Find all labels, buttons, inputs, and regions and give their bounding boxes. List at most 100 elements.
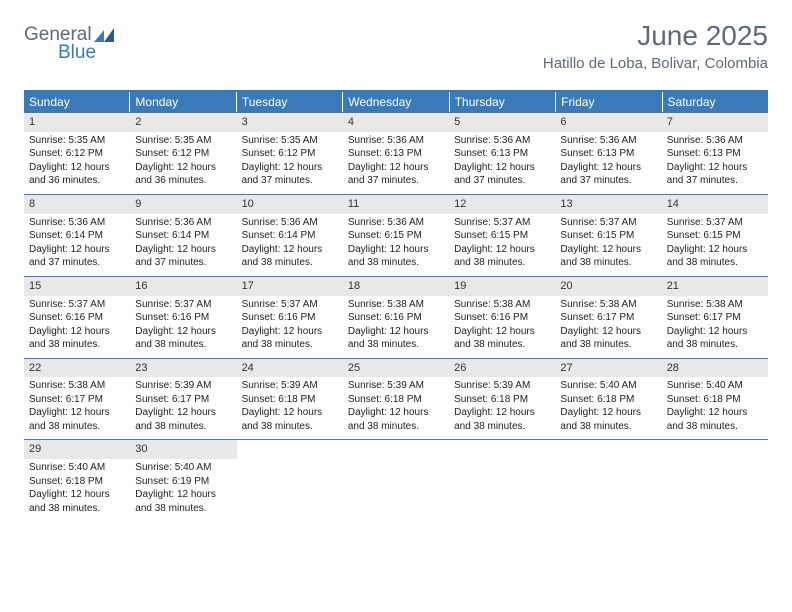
day-body: Sunrise: 5:36 AMSunset: 6:14 PMDaylight:… (130, 216, 236, 270)
daylight-line: Daylight: 12 hours and 38 minutes. (29, 488, 125, 515)
sunset-line: Sunset: 6:18 PM (560, 393, 656, 407)
day-number: 8 (24, 195, 130, 214)
day-body: Sunrise: 5:40 AMSunset: 6:19 PMDaylight:… (130, 461, 236, 515)
calendar-day (237, 440, 343, 521)
day-number: 20 (555, 277, 661, 296)
day-number: 13 (555, 195, 661, 214)
weekday-header: Sunday (24, 92, 130, 112)
sunset-line: Sunset: 6:14 PM (135, 229, 231, 243)
sunset-line: Sunset: 6:13 PM (560, 147, 656, 161)
day-number: 5 (449, 113, 555, 132)
calendar-day: 16Sunrise: 5:37 AMSunset: 6:16 PMDayligh… (130, 277, 236, 358)
daylight-line: Daylight: 12 hours and 38 minutes. (667, 325, 763, 352)
day-number: 28 (662, 359, 768, 378)
sunset-line: Sunset: 6:16 PM (454, 311, 550, 325)
day-number: 2 (130, 113, 236, 132)
calendar-day: 1Sunrise: 5:35 AMSunset: 6:12 PMDaylight… (24, 113, 130, 194)
sunrise-line: Sunrise: 5:36 AM (560, 134, 656, 148)
calendar-day (662, 440, 768, 521)
sunrise-line: Sunrise: 5:38 AM (667, 298, 763, 312)
calendar-day: 15Sunrise: 5:37 AMSunset: 6:16 PMDayligh… (24, 277, 130, 358)
sunset-line: Sunset: 6:16 PM (135, 311, 231, 325)
calendar-day: 11Sunrise: 5:36 AMSunset: 6:15 PMDayligh… (343, 195, 449, 276)
daylight-line: Daylight: 12 hours and 37 minutes. (135, 243, 231, 270)
day-body: Sunrise: 5:36 AMSunset: 6:14 PMDaylight:… (24, 216, 130, 270)
calendar-day: 20Sunrise: 5:38 AMSunset: 6:17 PMDayligh… (555, 277, 661, 358)
day-body: Sunrise: 5:38 AMSunset: 6:16 PMDaylight:… (449, 298, 555, 352)
calendar-day: 9 Sunrise: 5:36 AMSunset: 6:14 PMDaylight… (130, 195, 236, 276)
daylight-line: Daylight: 12 hours and 38 minutes. (135, 488, 231, 515)
daylight-line: Daylight: 12 hours and 38 minutes. (454, 406, 550, 433)
calendar-day: 13Sunrise: 5:37 AMSunset: 6:15 PMDayligh… (555, 195, 661, 276)
day-number: 1 (24, 113, 130, 132)
calendar-day: 17Sunrise: 5:37 AMSunset: 6:16 PMDayligh… (237, 277, 343, 358)
day-body: Sunrise: 5:35 AMSunset: 6:12 PMDaylight:… (237, 134, 343, 188)
weekday-header: Monday (130, 92, 236, 112)
day-number: 16 (130, 277, 236, 296)
calendar-day: 27Sunrise: 5:40 AMSunset: 6:18 PMDayligh… (555, 359, 661, 440)
daylight-line: Daylight: 12 hours and 38 minutes. (242, 325, 338, 352)
sunset-line: Sunset: 6:17 PM (29, 393, 125, 407)
brand-mark-icon (94, 28, 114, 42)
calendar-day: 23Sunrise: 5:39 AMSunset: 6:17 PMDayligh… (130, 359, 236, 440)
sunrise-line: Sunrise: 5:36 AM (242, 216, 338, 230)
daylight-line: Daylight: 12 hours and 37 minutes. (667, 161, 763, 188)
calendar-day: 26Sunrise: 5:39 AMSunset: 6:18 PMDayligh… (449, 359, 555, 440)
sunset-line: Sunset: 6:16 PM (242, 311, 338, 325)
calendar-day: 25Sunrise: 5:39 AMSunset: 6:18 PMDayligh… (343, 359, 449, 440)
day-body: Sunrise: 5:38 AMSunset: 6:17 PMDaylight:… (662, 298, 768, 352)
brand-part2: Blue (58, 42, 96, 64)
sunrise-line: Sunrise: 5:35 AM (242, 134, 338, 148)
day-body: Sunrise: 5:39 AMSunset: 6:18 PMDaylight:… (237, 379, 343, 433)
sunset-line: Sunset: 6:12 PM (29, 147, 125, 161)
calendar-weeks: 1Sunrise: 5:35 AMSunset: 6:12 PMDaylight… (24, 112, 768, 521)
day-body: Sunrise: 5:38 AMSunset: 6:17 PMDaylight:… (24, 379, 130, 433)
sunset-line: Sunset: 6:13 PM (454, 147, 550, 161)
sunset-line: Sunset: 6:15 PM (454, 229, 550, 243)
daylight-line: Daylight: 12 hours and 38 minutes. (348, 325, 444, 352)
sunset-line: Sunset: 6:18 PM (348, 393, 444, 407)
daylight-line: Daylight: 12 hours and 38 minutes. (560, 325, 656, 352)
day-number: 7 (662, 113, 768, 132)
calendar-day: 5Sunrise: 5:36 AMSunset: 6:13 PMDaylight… (449, 113, 555, 194)
location-label: Hatillo de Loba, Bolivar, Colombia (543, 55, 768, 72)
sunrise-line: Sunrise: 5:36 AM (667, 134, 763, 148)
calendar-day: 29Sunrise: 5:40 AMSunset: 6:18 PMDayligh… (24, 440, 130, 521)
daylight-line: Daylight: 12 hours and 38 minutes. (454, 325, 550, 352)
weekday-header: Saturday (663, 92, 768, 112)
sunrise-line: Sunrise: 5:37 AM (454, 216, 550, 230)
sunrise-line: Sunrise: 5:40 AM (135, 461, 231, 475)
day-number: 12 (449, 195, 555, 214)
calendar-week: 29Sunrise: 5:40 AMSunset: 6:18 PMDayligh… (24, 439, 768, 521)
sunset-line: Sunset: 6:18 PM (242, 393, 338, 407)
day-body: Sunrise: 5:37 AMSunset: 6:15 PMDaylight:… (449, 216, 555, 270)
sunrise-line: Sunrise: 5:37 AM (560, 216, 656, 230)
sunrise-line: Sunrise: 5:36 AM (29, 216, 125, 230)
calendar-week: 8Sunrise: 5:36 AMSunset: 6:14 PMDaylight… (24, 194, 768, 276)
day-number: 24 (237, 359, 343, 378)
calendar-day: 4Sunrise: 5:36 AMSunset: 6:13 PMDaylight… (343, 113, 449, 194)
brand-logo: General Blue (24, 24, 114, 46)
calendar-day: 24Sunrise: 5:39 AMSunset: 6:18 PMDayligh… (237, 359, 343, 440)
day-number: 9 (130, 195, 236, 214)
daylight-line: Daylight: 12 hours and 37 minutes. (242, 161, 338, 188)
weekday-header: Thursday (450, 92, 556, 112)
daylight-line: Daylight: 12 hours and 37 minutes. (454, 161, 550, 188)
sunset-line: Sunset: 6:17 PM (667, 311, 763, 325)
sunrise-line: Sunrise: 5:38 AM (454, 298, 550, 312)
sunrise-line: Sunrise: 5:38 AM (29, 379, 125, 393)
weekday-header: Tuesday (237, 92, 343, 112)
sunrise-line: Sunrise: 5:37 AM (667, 216, 763, 230)
sunrise-line: Sunrise: 5:37 AM (29, 298, 125, 312)
daylight-line: Daylight: 12 hours and 36 minutes. (29, 161, 125, 188)
sunrise-line: Sunrise: 5:36 AM (348, 134, 444, 148)
day-body: Sunrise: 5:36 AMSunset: 6:13 PMDaylight:… (343, 134, 449, 188)
sunrise-line: Sunrise: 5:40 AM (667, 379, 763, 393)
day-body: Sunrise: 5:40 AMSunset: 6:18 PMDaylight:… (555, 379, 661, 433)
calendar-day: 21Sunrise: 5:38 AMSunset: 6:17 PMDayligh… (662, 277, 768, 358)
calendar-day: 2 Sunrise: 5:35 AMSunset: 6:12 PMDaylight… (130, 113, 236, 194)
sunrise-line: Sunrise: 5:39 AM (454, 379, 550, 393)
day-number: 15 (24, 277, 130, 296)
day-body: Sunrise: 5:35 AMSunset: 6:12 PMDaylight:… (130, 134, 236, 188)
day-number: 29 (24, 440, 130, 459)
